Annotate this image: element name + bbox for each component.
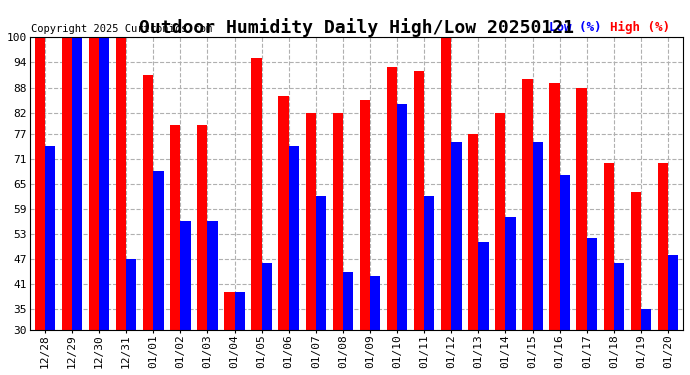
- Bar: [288, 146, 299, 330]
- Bar: [89, 38, 99, 330]
- Bar: [560, 176, 570, 330]
- Bar: [170, 125, 180, 330]
- Bar: [414, 71, 424, 330]
- Bar: [306, 112, 316, 330]
- Bar: [34, 38, 45, 330]
- Bar: [45, 146, 55, 330]
- Bar: [343, 272, 353, 330]
- Bar: [251, 58, 262, 330]
- Text: Copyright 2025 Curtronics.com: Copyright 2025 Curtronics.com: [31, 24, 213, 34]
- Bar: [387, 67, 397, 330]
- Bar: [262, 263, 272, 330]
- Bar: [72, 38, 82, 330]
- Bar: [451, 142, 462, 330]
- Bar: [495, 112, 506, 330]
- Bar: [126, 259, 137, 330]
- Bar: [506, 217, 516, 330]
- Bar: [224, 292, 235, 330]
- Bar: [99, 38, 109, 330]
- Bar: [359, 100, 370, 330]
- Bar: [153, 171, 164, 330]
- Title: Outdoor Humidity Daily High/Low 20250121: Outdoor Humidity Daily High/Low 20250121: [139, 18, 574, 37]
- Bar: [478, 242, 489, 330]
- Bar: [533, 142, 543, 330]
- Bar: [424, 196, 435, 330]
- Bar: [641, 309, 651, 330]
- Bar: [235, 292, 245, 330]
- Bar: [468, 134, 478, 330]
- Bar: [668, 255, 678, 330]
- Bar: [61, 38, 72, 330]
- Bar: [549, 83, 560, 330]
- Bar: [116, 38, 126, 330]
- Bar: [180, 221, 190, 330]
- Bar: [279, 96, 288, 330]
- Bar: [397, 104, 407, 330]
- Bar: [370, 276, 380, 330]
- Bar: [658, 163, 668, 330]
- Bar: [631, 192, 641, 330]
- Bar: [333, 112, 343, 330]
- Text: Low (%): Low (%): [549, 21, 602, 34]
- Bar: [576, 87, 586, 330]
- Text: High (%): High (%): [610, 21, 670, 34]
- Bar: [522, 79, 533, 330]
- Bar: [316, 196, 326, 330]
- Bar: [604, 163, 614, 330]
- Bar: [586, 238, 597, 330]
- Bar: [208, 221, 218, 330]
- Bar: [614, 263, 624, 330]
- Bar: [197, 125, 208, 330]
- Bar: [441, 38, 451, 330]
- Bar: [143, 75, 153, 330]
